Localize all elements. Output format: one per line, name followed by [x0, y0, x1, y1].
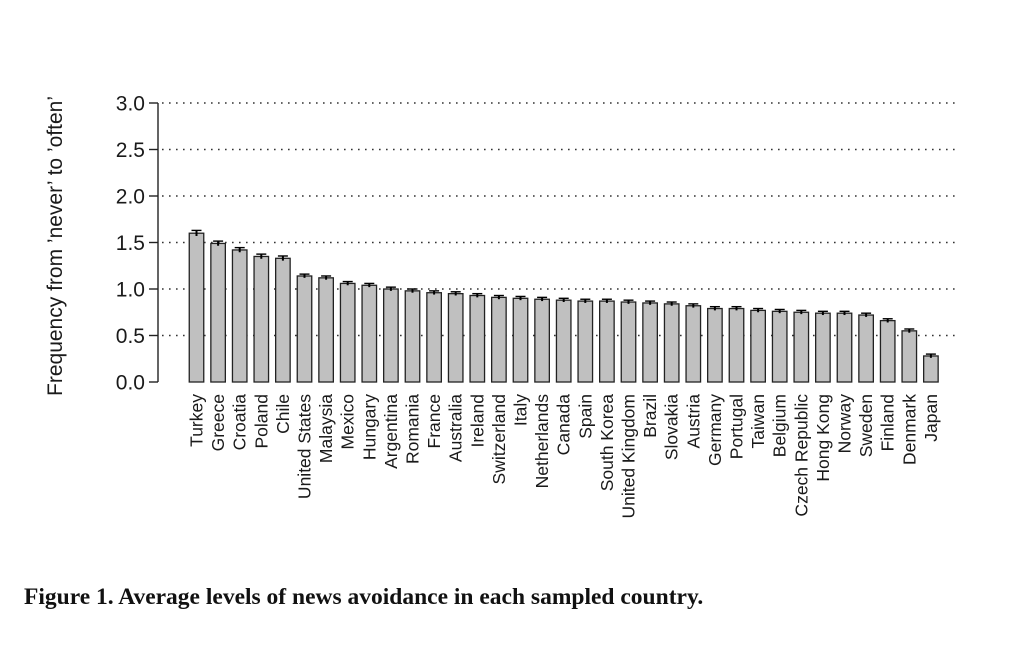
category-label: United States — [295, 394, 315, 499]
bar — [728, 307, 745, 383]
bar — [447, 292, 464, 383]
bar — [361, 284, 378, 383]
category-label: Poland — [251, 394, 271, 449]
bar — [663, 303, 680, 383]
category-label: Hong Kong — [813, 394, 833, 482]
bar — [253, 255, 270, 383]
y-tick-label: 1.0 — [116, 279, 145, 302]
bar — [210, 242, 227, 383]
category-label: Romania — [403, 394, 423, 464]
bar — [642, 302, 658, 383]
category-label: Italy — [511, 394, 531, 426]
bar — [404, 290, 421, 383]
bar — [901, 330, 918, 383]
category-label: Australia — [446, 394, 466, 462]
bar — [490, 296, 507, 383]
category-label: Chile — [273, 394, 293, 434]
category-label: Canada — [554, 394, 574, 456]
category-label: Germany — [705, 394, 725, 466]
bar — [771, 310, 788, 383]
category-label: South Korea — [597, 394, 617, 492]
category-label: France — [424, 394, 444, 448]
bar — [188, 232, 205, 383]
bar — [707, 307, 723, 383]
bar — [879, 319, 896, 383]
y-tick-label: 3.0 — [116, 93, 145, 116]
category-label: Sweden — [856, 394, 876, 457]
bar — [274, 257, 291, 383]
figure-caption: Figure 1. Average levels of news avoidan… — [24, 584, 704, 610]
y-axis: 0.0 0.5 1.0 1.5 2.0 2.5 3.0 — [116, 93, 159, 395]
y-tick-label: 0.0 — [116, 372, 145, 395]
category-label: Brazil — [640, 394, 660, 438]
bar — [923, 355, 939, 383]
category-label: Belgium — [770, 394, 790, 457]
category-label: Austria — [683, 394, 703, 449]
category-label: Greece — [208, 394, 228, 451]
bar — [793, 311, 810, 383]
bar — [426, 292, 443, 383]
category-label: Argentina — [381, 394, 401, 469]
category-label: Czech Republic — [791, 394, 811, 517]
bar — [815, 312, 831, 383]
category-labels: Turkey Greece Croatia Poland Chile United Sta… — [187, 394, 941, 519]
bar — [382, 288, 399, 383]
bar — [620, 301, 637, 383]
bar — [339, 282, 356, 383]
category-label: Spain — [575, 394, 595, 439]
y-tick-label: 1.5 — [116, 232, 145, 255]
category-label: Portugal — [727, 394, 747, 459]
bar — [318, 277, 335, 383]
category-label: Slovakia — [662, 394, 682, 460]
category-label: Croatia — [230, 394, 250, 451]
category-label: Denmark — [899, 394, 919, 465]
category-label: Netherlands — [532, 394, 552, 489]
category-label: Japan — [921, 394, 941, 442]
bar — [555, 299, 572, 383]
category-label: Turkey — [187, 394, 207, 447]
y-tick-label: 2.0 — [116, 186, 145, 209]
bar — [599, 300, 615, 383]
bar — [836, 312, 853, 383]
y-tick-label: 0.5 — [116, 325, 145, 348]
bar — [685, 305, 702, 383]
y-tick-label: 2.5 — [116, 139, 145, 162]
category-label: Norway — [835, 394, 855, 454]
bar — [750, 309, 766, 383]
category-label: Finland — [878, 394, 898, 451]
bar — [296, 275, 313, 383]
bar — [231, 249, 248, 383]
category-label: Hungary — [359, 394, 379, 460]
category-label: Ireland — [467, 394, 487, 448]
bar — [577, 300, 594, 383]
category-label: Taiwan — [748, 394, 768, 448]
category-label: Switzerland — [489, 394, 509, 484]
bar — [469, 294, 486, 383]
bar — [512, 297, 529, 383]
category-label: Malaysia — [316, 394, 336, 463]
bars — [188, 229, 939, 383]
category-label: United Kingdom — [619, 394, 639, 519]
y-axis-label: Frequency from ’never’ to ’often’ — [44, 96, 67, 396]
category-label: Mexico — [338, 394, 358, 449]
bar — [534, 298, 550, 383]
bar — [858, 314, 874, 383]
